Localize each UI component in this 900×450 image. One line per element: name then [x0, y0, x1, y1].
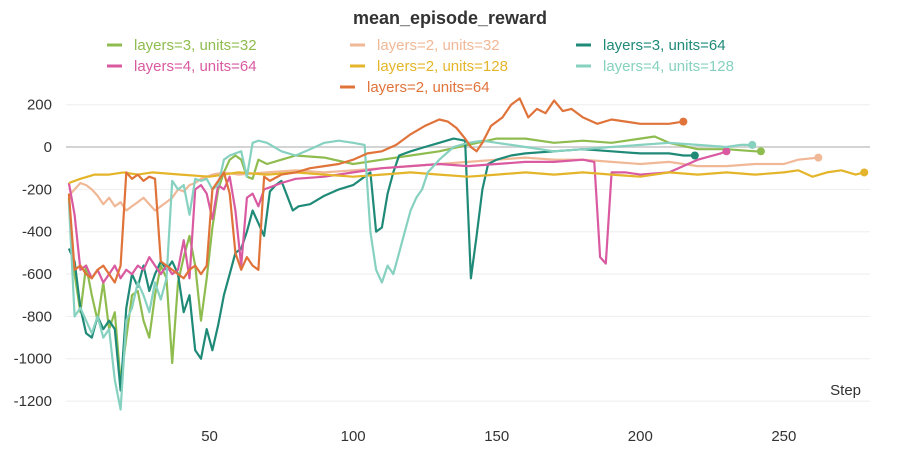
x-tick-label: 200 [628, 428, 653, 445]
plot-area[interactable] [67, 97, 869, 411]
chart-title: mean_episode_reward [353, 8, 547, 28]
x-tick-label: 250 [771, 428, 796, 445]
legend-item-label: layers=3, units=32 [134, 37, 257, 54]
series-end-marker [860, 168, 869, 177]
series-line [67, 97, 684, 284]
x-tick-label: 50 [201, 428, 218, 445]
series-end-marker [722, 147, 731, 156]
legend-item-label: layers=4, units=128 [603, 58, 734, 75]
x-tick-label: 100 [341, 428, 366, 445]
legend-item-label: layers=3, units=64 [603, 37, 726, 54]
legend-item-label: layers=2, units=128 [377, 58, 508, 75]
series-end-marker [814, 153, 823, 162]
y-tick-label: -400 [22, 224, 52, 241]
series-end-marker [756, 147, 765, 156]
x-axis: 50 100 150 200 250 [201, 428, 796, 445]
series-line [68, 156, 819, 212]
legend-item-label: layers=4, units=64 [134, 58, 257, 75]
series-end-marker [690, 151, 699, 160]
legend-item-label: layers=2, units=32 [377, 37, 500, 54]
legend[interactable]: layers=3, units=32 layers=2, units=32 laye… [107, 37, 734, 96]
x-axis-label: Step [830, 382, 861, 399]
y-tick-label: -800 [22, 308, 52, 325]
series-end-marker [748, 140, 757, 149]
y-tick-label: -600 [22, 266, 52, 283]
y-tick-label: 200 [27, 97, 52, 114]
x-tick-label: 150 [484, 428, 509, 445]
series-end-marker [679, 117, 688, 126]
y-tick-label: -1200 [14, 393, 52, 410]
series-line [67, 150, 727, 284]
series-line [67, 137, 695, 392]
series-line [68, 169, 865, 185]
y-tick-label: 0 [44, 139, 52, 156]
legend-item-label: layers=2, units=64 [367, 79, 490, 96]
y-axis: 200 0 -200 -400 -600 -800 -1000 -1200 [14, 97, 52, 410]
y-tick-label: -1000 [14, 351, 52, 368]
series-line [67, 139, 753, 411]
y-tick-label: -200 [22, 181, 52, 198]
